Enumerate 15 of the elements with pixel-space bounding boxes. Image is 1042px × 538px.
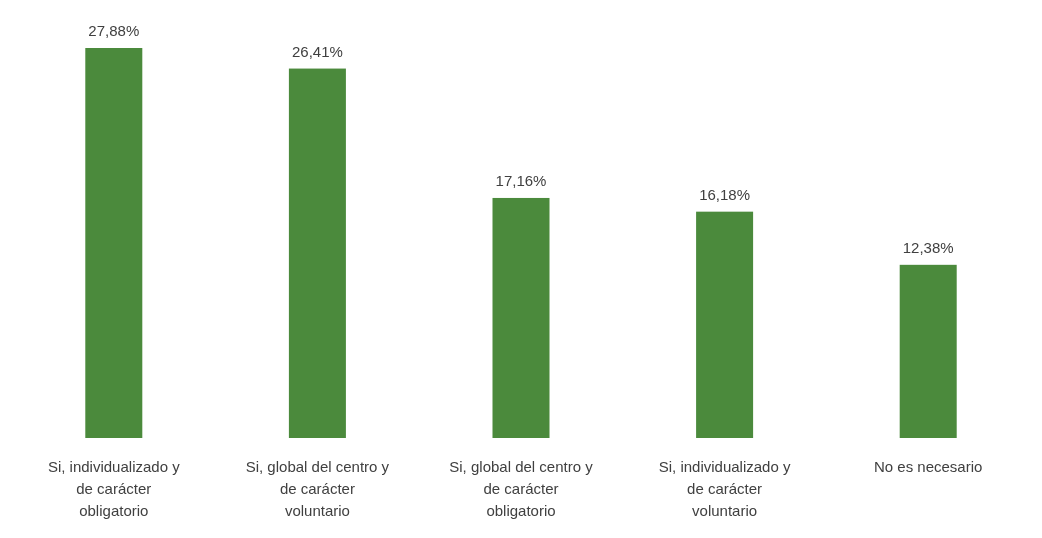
bar <box>899 264 957 438</box>
data-label: 26,41% <box>291 42 343 60</box>
bar <box>492 197 550 438</box>
x-tick-label: Si, global del centro y de carácter voluntario <box>245 458 390 519</box>
bar <box>85 48 143 438</box>
data-label: 17,16% <box>495 171 547 189</box>
data-label: 12,38% <box>902 238 954 256</box>
x-tick-label: No es necesario <box>874 458 983 475</box>
data-label: 27,88% <box>88 22 140 39</box>
x-tick-label: Si, individualizado y de carácter obligatorio <box>47 458 181 519</box>
data-label: 16,18% <box>699 185 751 203</box>
x-tick-label: Si, global del centro y de carácter obligatorio <box>449 458 594 519</box>
bar <box>696 211 754 438</box>
bar <box>288 68 346 438</box>
x-tick-label: Si, individualizado y de carácter voluntario <box>658 458 791 519</box>
